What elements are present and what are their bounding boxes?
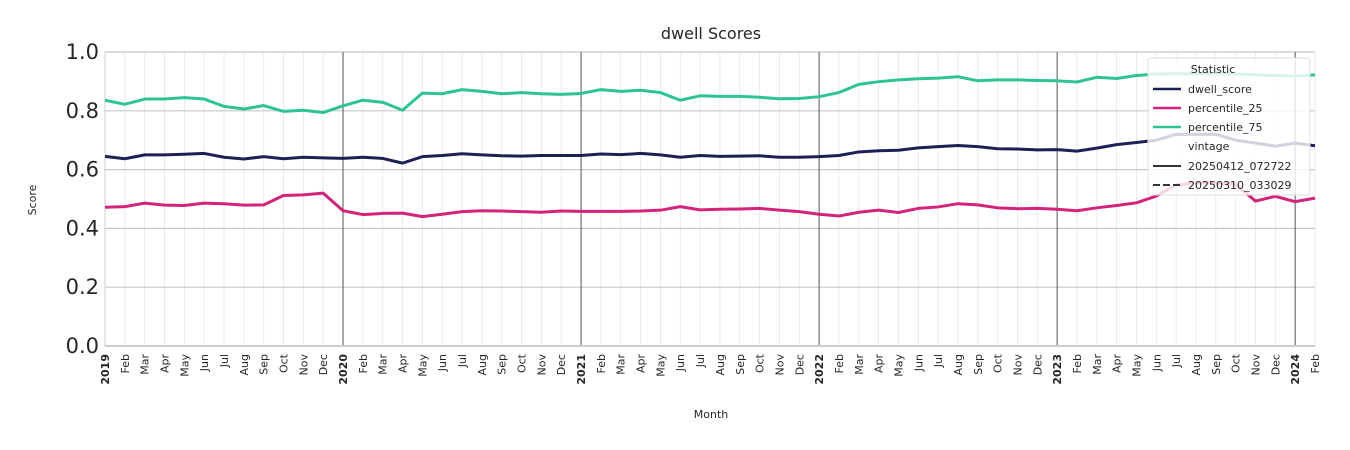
x-tick-year-2023: 2023 [1051,354,1064,385]
x-tick-month: Dec [555,354,568,375]
x-tick-month: Nov [1011,354,1024,376]
x-tick-month: Feb [833,354,846,373]
legend-dwell-score-label: dwell_score [1188,83,1252,96]
x-tick-month: Jun [674,354,687,372]
x-tick-month: Jun [436,354,449,372]
x-tick-month: Jun [1150,354,1163,372]
x-tick-month: Oct [754,353,767,373]
y-tick-label: 0.2 [66,275,99,299]
x-tick-month: Jul [456,354,469,368]
x-tick-month: Aug [476,354,489,375]
x-tick-month: Aug [1190,354,1203,375]
year-separators [342,52,1296,346]
x-tick-month: Sep [734,354,747,375]
x-tick-month: Sep [972,354,985,375]
x-tick-month: Nov [1249,354,1262,376]
chart-title: dwell Scores [661,24,761,43]
x-tick-year-2021: 2021 [575,354,588,385]
x-tick-month: Aug [952,354,965,375]
y-tick-labels: 0.0 0.2 0.4 0.6 0.8 1.0 [66,40,99,358]
x-tick-month: Sep [258,354,271,375]
series-line-percentile-25 [104,181,1316,219]
x-tick-month: Mar [139,354,152,375]
minor-gridlines [104,52,1316,346]
x-tick-year-2019: 2019 [99,354,112,385]
x-tick-month: Mar [377,354,390,375]
x-tick-month: Jul [1170,354,1183,368]
x-tick-month: Mar [1091,354,1104,375]
x-tick-year-2022: 2022 [813,354,826,385]
x-tick-month: May [892,354,905,377]
x-tick-month: Mar [853,354,866,375]
legend-vintage-2-label: 20250310_033029 [1188,179,1291,192]
y-tick-label: 0.8 [66,99,99,123]
x-tick-month: Feb [357,354,370,373]
y-tick-label: 0.6 [66,158,99,182]
x-tick-month: Jul [694,354,707,368]
x-tick-month: Aug [238,354,251,375]
x-tick-month: Nov [773,354,786,376]
legend-statistic-title: Statistic [1191,63,1236,76]
x-axis-title: Month [694,408,729,421]
series-lines [104,71,1316,219]
x-tick-month: Mar [615,354,628,375]
series-line-dwell-score [104,132,1316,165]
x-tick-month: Apr [1111,354,1124,374]
x-tick-month: Oct [992,353,1005,373]
legend-percentile-25-label: percentile_25 [1188,102,1263,115]
legend-box [1147,57,1311,196]
legend-vintage-1-label: 20250412_072722 [1188,160,1291,173]
x-tick-month: Dec [1031,354,1044,375]
x-tick-year-2020: 2020 [337,354,350,385]
x-tick-month: Oct [1230,353,1243,373]
x-tick-month: Apr [159,354,172,374]
y-axis-title: Score [26,184,39,215]
x-tick-month: Nov [297,354,310,376]
y-tick-label: 1.0 [66,40,99,64]
legend-percentile-75-label: percentile_75 [1188,121,1263,134]
x-tick-month: Feb [1071,354,1084,373]
x-tick-month: Apr [635,354,648,374]
x-tick-month: Feb [595,354,608,373]
x-tick-month: Oct [516,353,529,373]
x-tick-month: Oct [278,353,291,373]
y-tick-label: 0.4 [66,216,99,240]
x-tick-month: May [416,354,429,377]
x-tick-month: Nov [535,354,548,376]
x-tick-month: Jul [218,354,231,368]
legend: Statistic dwell_score percentile_25 perc… [1147,57,1311,196]
x-tick-month: May [178,354,191,377]
x-tick-labels: 2019 Feb Mar Apr May Jun Jul Aug Sep Oct Nov Dec 202… [99,353,1322,384]
x-tick-year-2024: 2024 [1289,354,1302,385]
x-tick-month: Dec [317,354,330,375]
x-tick-month: Jul [932,354,945,368]
x-tick-month: Apr [873,354,886,374]
x-tick-month: May [1130,354,1143,377]
x-tick-month: Dec [1269,354,1282,375]
x-tick-month: Jun [198,354,211,372]
x-tick-month: Feb [1309,354,1322,373]
x-tick-month: May [654,354,667,377]
x-tick-month: Sep [496,354,509,375]
x-tick-month: Feb [119,354,132,373]
legend-vintage-title: vintage [1188,140,1230,153]
x-tick-month: Jun [912,354,925,372]
x-tick-month: Aug [714,354,727,375]
y-tick-label: 0.0 [66,334,99,358]
x-tick-month: Apr [397,354,410,374]
x-tick-month: Sep [1210,354,1223,375]
series-line-percentile-75 [104,71,1316,115]
x-tick-month: Dec [793,354,806,375]
